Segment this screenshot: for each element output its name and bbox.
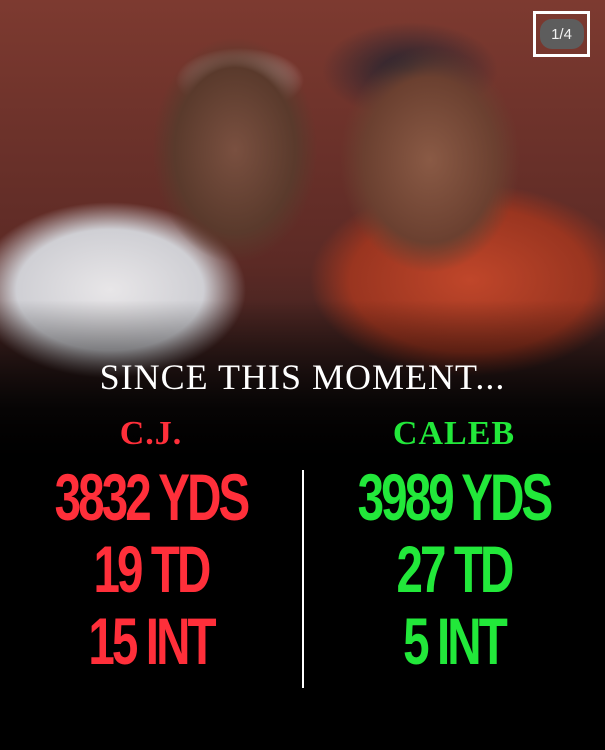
stat-interceptions: 5 INT [403, 604, 508, 678]
stat-touchdowns: 27 TD [396, 532, 514, 606]
player-cj-column: C.J. 3832 YDS 19 TD 15 INT [0, 415, 302, 677]
divider [302, 470, 304, 688]
photo-shadow [0, 300, 605, 480]
player-caleb-column: CALEB 3989 YDS 27 TD 5 INT [303, 415, 605, 677]
carousel-count: 1/4 [539, 19, 584, 49]
stat-touchdowns: 19 TD [93, 532, 211, 606]
stat-interceptions: 15 INT [88, 604, 216, 678]
stat-yards: 3989 YDS [357, 460, 554, 534]
player-name: CALEB [392, 415, 516, 452]
player-name: C.J. [119, 415, 183, 452]
carousel-indicator: 1/4 [533, 11, 590, 57]
stat-yards: 3832 YDS [54, 460, 251, 534]
headline: SINCE THIS MOMENT... [99, 357, 506, 397]
